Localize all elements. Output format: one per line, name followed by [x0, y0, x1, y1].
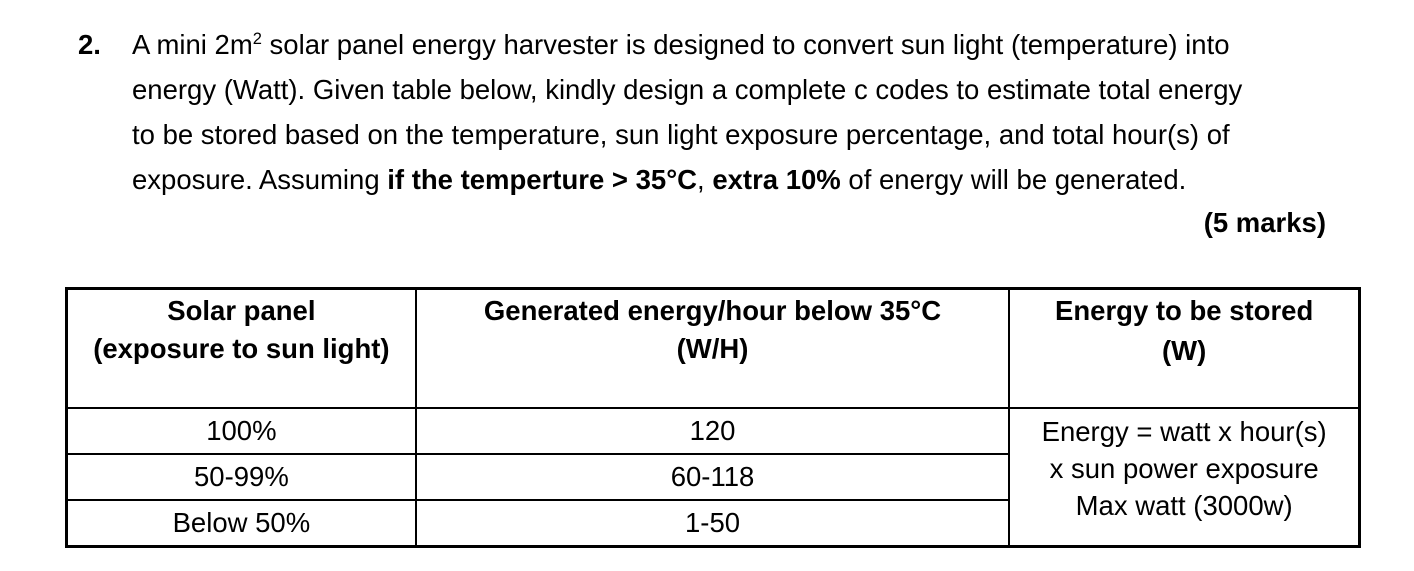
- header-line: Generated energy/hour below 35°C: [483, 295, 942, 326]
- question-line-1-rest: solar panel energy harvester is designed…: [261, 29, 1230, 60]
- question-line-3: to be stored based on the temperature, s…: [132, 119, 1230, 150]
- comma-separator: ,: [697, 164, 713, 195]
- table-header-row: Solar panel (exposure to sun light) Gene…: [65, 287, 1361, 409]
- header-energy-stored: Energy to be stored (W): [1008, 287, 1361, 409]
- question-number: 2.: [78, 29, 101, 60]
- question-line-2: energy (Watt). Given table below, kindly…: [132, 74, 1243, 105]
- energy-per-hour-cell: 1-50: [414, 499, 1011, 548]
- temperature-condition: if the temperture > 35°C: [387, 164, 698, 195]
- header-solar-panel: Solar panel (exposure to sun light): [65, 287, 417, 409]
- header-line: (W/H): [676, 333, 749, 364]
- question-line-1: A mini 2m2 solar panel energy harvester …: [132, 22, 1332, 67]
- table-row: 100% 120 Energy = watt x hour(s) x sun p…: [65, 407, 1361, 548]
- energy-per-hour-cell: 60-118: [414, 453, 1011, 501]
- energy-per-hour-cell: 120: [414, 407, 1011, 455]
- formula-line: x sun power exposure: [1049, 453, 1319, 484]
- question-line-4-rest: of energy will be generated.: [840, 164, 1187, 195]
- question-line-4: exposure. Assuming if the temperture > 3…: [132, 157, 1332, 202]
- exposure-cell: 50-99%: [65, 453, 417, 501]
- question-line-1-text: A mini 2m: [132, 29, 253, 60]
- header-line: (W): [1162, 335, 1207, 366]
- question-line-4-text: exposure. Assuming: [132, 164, 388, 195]
- extra-energy-percent: extra 10%: [712, 164, 841, 195]
- energy-table: Solar panel (exposure to sun light) Gene…: [65, 287, 1361, 548]
- header-line: Energy to be stored: [1055, 295, 1314, 326]
- question-text: A mini 2m2 solar panel energy harvester …: [132, 22, 1332, 202]
- header-line: (exposure to sun light): [93, 333, 390, 364]
- header-line: Solar panel: [167, 295, 316, 326]
- marks-label: (5 marks): [1203, 207, 1326, 238]
- superscript-2: 2: [252, 29, 262, 48]
- energy-formula-cell: Energy = watt x hour(s) x sun power expo…: [1008, 407, 1361, 548]
- question-block: 2. A mini 2m2 solar panel energy harvest…: [78, 22, 1338, 202]
- table-row: 50-99% 60-118: [65, 453, 1360, 501]
- formula-line: Max watt (3000w): [1075, 490, 1293, 521]
- exposure-cell: 100%: [65, 407, 417, 455]
- exposure-cell: Below 50%: [65, 499, 417, 548]
- table-row: Below 50% 1-50: [65, 499, 1360, 548]
- formula-line: Energy = watt x hour(s): [1041, 416, 1327, 447]
- header-generated-energy: Generated energy/hour below 35°C (W/H): [414, 287, 1011, 409]
